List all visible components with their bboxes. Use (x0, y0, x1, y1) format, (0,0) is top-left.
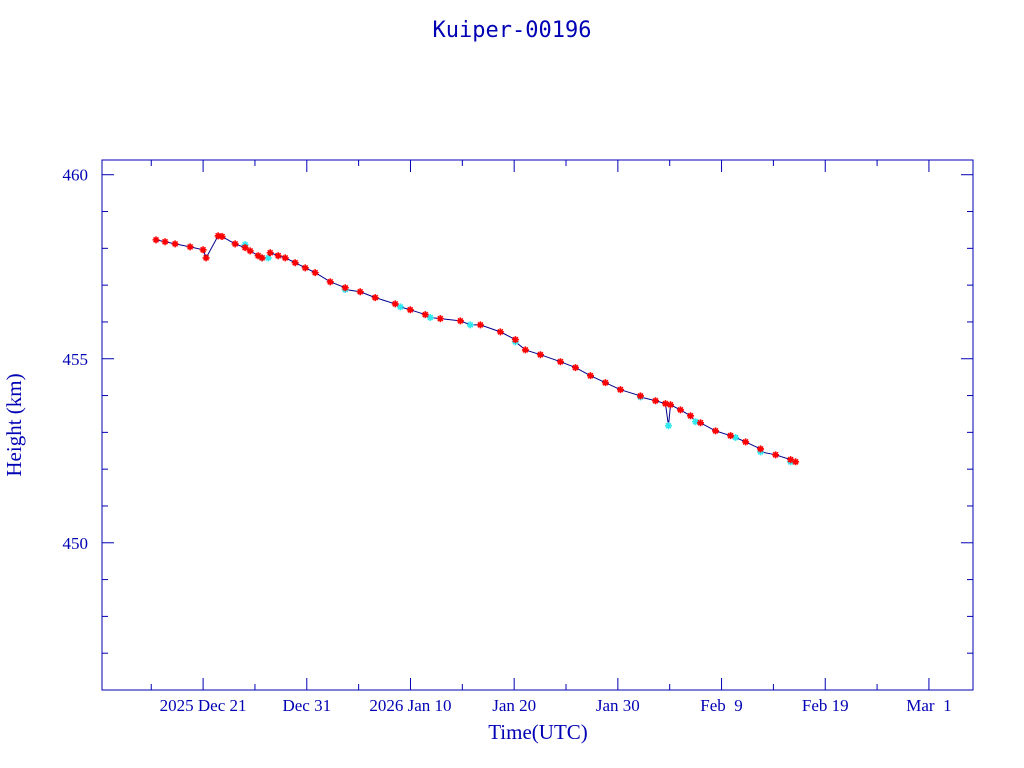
y-tick-label: 450 (63, 534, 89, 553)
primary-data-point (311, 269, 319, 277)
x-tick-label: Mar 1 (906, 696, 951, 715)
primary-data-point (421, 311, 429, 319)
primary-data-point (636, 392, 644, 400)
primary-data-point (556, 358, 564, 366)
x-tick-label: Feb 19 (802, 696, 849, 715)
axis-ticks (102, 160, 973, 691)
primary-data-point (266, 249, 274, 257)
y-axis-label: Height (km) (2, 373, 26, 476)
primary-data-point (246, 247, 254, 255)
primary-data-point (291, 259, 299, 267)
primary-data-point (171, 240, 179, 248)
primary-data-point (687, 412, 695, 420)
primary-data-point (676, 406, 684, 414)
primary-data-point (792, 458, 800, 466)
primary-data-point (326, 278, 334, 286)
primary-data-point (652, 397, 659, 405)
primary-data-point (281, 254, 289, 262)
primary-data-point (571, 364, 579, 372)
primary-data-point (772, 451, 780, 459)
secondary-data-point (466, 321, 474, 329)
primary-data-point (727, 432, 735, 440)
primary-data-point (254, 252, 262, 260)
primary-data-point (202, 254, 210, 262)
primary-data-point (186, 243, 194, 251)
primary-data-point (456, 317, 464, 325)
primary-data-point (161, 238, 169, 246)
primary-data-point (214, 232, 222, 240)
primary-data-point (661, 400, 669, 408)
primary-data-point (511, 336, 519, 344)
primary-data-point (199, 246, 207, 254)
secondary-data-point (664, 422, 672, 430)
primary-data-point (496, 328, 504, 336)
x-tick-labels: 2025 Dec 21 Dec 31 2026 Jan 10 Jan 20 Jan 30… (160, 696, 952, 715)
primary-data-point (521, 346, 529, 354)
y-tick-label: 460 (63, 166, 89, 185)
y-tick-labels: 450 455 460 (63, 166, 89, 553)
primary-data-point (406, 306, 414, 314)
data-points (152, 232, 800, 466)
data-line (155, 235, 796, 463)
secondary-data-point (264, 254, 272, 262)
primary-data-point (616, 386, 624, 394)
secondary-data-point (732, 434, 740, 442)
primary-data-point (712, 427, 720, 435)
primary-data-point (258, 254, 266, 262)
primary-data-point (667, 401, 675, 409)
primary-data-point (231, 240, 239, 248)
x-tick-label: Dec 31 (282, 696, 331, 715)
primary-data-point (697, 419, 705, 427)
primary-data-point (341, 284, 349, 292)
primary-data-point (742, 438, 750, 446)
x-tick-label: Feb 9 (700, 696, 743, 715)
primary-data-point (787, 456, 795, 464)
y-tick-label: 455 (63, 350, 89, 369)
primary-data-point (757, 445, 765, 453)
primary-data-point (274, 252, 282, 260)
primary-data-point (436, 315, 444, 323)
series-line (155, 235, 796, 463)
primary-data-point (241, 244, 249, 252)
primary-data-point (152, 236, 160, 244)
primary-data-point (601, 379, 609, 387)
primary-data-point (586, 372, 594, 380)
secondary-data-point (692, 418, 700, 426)
primary-data-point (356, 288, 364, 296)
x-axis-label: Time(UTC) (488, 720, 588, 744)
chart-title: Kuiper-00196 (433, 18, 592, 43)
primary-data-point (371, 294, 379, 302)
secondary-data-point (426, 314, 434, 322)
x-tick-label: 2026 Jan 10 (369, 696, 451, 715)
plot-frame (101, 159, 974, 691)
secondary-data-point (396, 303, 404, 311)
x-tick-label: Jan 20 (492, 696, 536, 715)
primary-data-point (476, 321, 484, 329)
primary-data-point (391, 300, 399, 308)
x-tick-label: Jan 30 (596, 696, 640, 715)
primary-data-point (536, 351, 544, 359)
primary-data-point (301, 264, 309, 272)
primary-data-point (218, 233, 226, 241)
x-tick-label: 2025 Dec 21 (160, 696, 247, 715)
